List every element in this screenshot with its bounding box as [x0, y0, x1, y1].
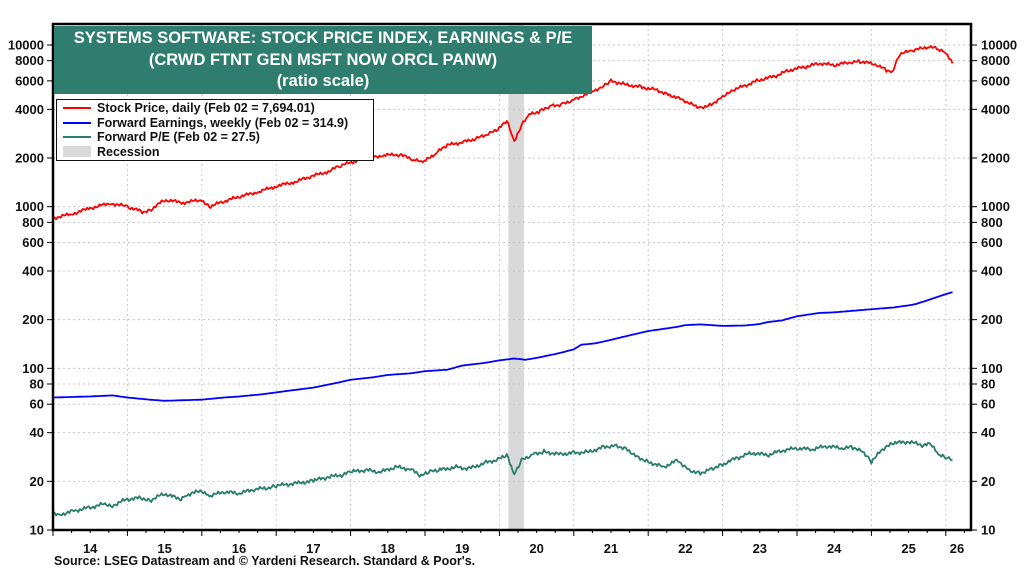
y-tick-label-left: 40	[30, 425, 44, 440]
y-tick-label-right: 8000	[981, 53, 1010, 68]
forward-earnings-line	[53, 291, 953, 402]
x-tick-label: 25	[901, 541, 915, 556]
x-tick-label: 23	[753, 541, 767, 556]
y-tick-label-left: 60	[30, 397, 44, 412]
legend-label: Forward P/E (Feb 02 = 27.5)	[97, 130, 260, 145]
legend-label: Forward Earnings, weekly (Feb 02 = 314.9…	[97, 115, 349, 130]
y-tick-label-right: 1000	[981, 199, 1010, 214]
y-tick-label-left: 6000	[15, 73, 44, 88]
y-tick-label-left: 800	[22, 215, 44, 230]
legend-swatch-blue-line	[63, 121, 91, 124]
legend-item-stock-price: Stock Price, daily (Feb 02 = 7,694.01)	[63, 101, 373, 116]
y-tick-label-right: 40	[981, 425, 995, 440]
y-tick-label-left: 10000	[8, 38, 44, 53]
y-tick-label-left: 2000	[15, 151, 44, 166]
x-tick-label: 16	[232, 541, 246, 556]
y-tick-label-right: 800	[981, 215, 1003, 230]
x-tick-label: 26	[950, 541, 964, 556]
y-tick-label-left: 100	[22, 361, 44, 376]
y-tick-label-right: 100	[981, 361, 1003, 376]
y-tick-label-left: 80	[30, 377, 44, 392]
y-tick-label-right: 400	[981, 264, 1003, 279]
legend-swatch-recession-box	[63, 146, 91, 158]
x-tick-label: 21	[604, 541, 618, 556]
stock-price-line	[52, 45, 954, 221]
recession-bar	[508, 24, 524, 530]
recession-layer	[508, 24, 524, 530]
legend-swatch-red-line	[63, 107, 91, 110]
chart-title: SYSTEMS SOFTWARE: STOCK PRICE INDEX, EAR…	[73, 29, 573, 47]
legend-item-forward-pe: Forward P/E (Feb 02 = 27.5)	[63, 130, 373, 145]
y-tick-label-right: 6000	[981, 73, 1010, 88]
legend-item-recession: Recession	[63, 145, 373, 160]
legend-swatch-green-line	[63, 136, 91, 139]
plot-frame	[51, 22, 973, 532]
series-layer	[52, 45, 954, 517]
legend-item-forward-earnings: Forward Earnings, weekly (Feb 02 = 314.9…	[63, 116, 373, 131]
y-tick-label-left: 8000	[15, 53, 44, 68]
y-tick-label-right: 2000	[981, 151, 1010, 166]
legend-label: Stock Price, daily (Feb 02 = 7,694.01)	[97, 101, 315, 116]
x-tick-label: 19	[455, 541, 469, 556]
y-tick-label-right: 200	[981, 312, 1003, 327]
x-tick-label: 20	[529, 541, 543, 556]
chart-scale-note: (ratio scale)	[276, 72, 370, 90]
x-tick-label: 24	[827, 541, 842, 556]
x-tick-label: 15	[157, 541, 171, 556]
x-tick-label: 18	[381, 541, 395, 556]
chart-subtitle: (CRWD FTNT GEN MSFT NOW ORCL PANW)	[148, 50, 498, 69]
y-tick-label-right: 20	[981, 474, 995, 489]
y-tick-label-left: 600	[22, 235, 44, 250]
y-tick-label-left: 1000	[15, 199, 44, 214]
y-tick-label-right: 4000	[981, 102, 1010, 117]
y-tick-label-right: 80	[981, 377, 995, 392]
x-tick-label: 14	[83, 541, 98, 556]
legend-label: Recession	[97, 144, 160, 159]
grid-layer	[53, 24, 971, 530]
y-tick-label-left: 400	[22, 264, 44, 279]
y-tick-label-right: 60	[981, 397, 995, 412]
x-tick-label: 22	[678, 541, 692, 556]
y-tick-label-right: 10	[981, 523, 995, 538]
source-note: Source: LSEG Datastream and © Yardeni Re…	[54, 554, 476, 568]
y-tick-label-left: 4000	[15, 102, 44, 117]
forward-pe-line	[52, 439, 953, 517]
y-tick-label-left: 200	[22, 312, 44, 327]
y-tick-label-right: 10000	[981, 38, 1017, 53]
chart-title-box: SYSTEMS SOFTWARE: STOCK PRICE INDEX, EAR…	[54, 26, 592, 94]
x-tick-label: 17	[306, 541, 320, 556]
y-tick-label-left: 20	[30, 474, 44, 489]
legend: Stock Price, daily (Feb 02 = 7,694.01) F…	[56, 99, 374, 161]
y-tick-label-left: 10	[30, 523, 44, 538]
y-tick-label-right: 600	[981, 235, 1003, 250]
